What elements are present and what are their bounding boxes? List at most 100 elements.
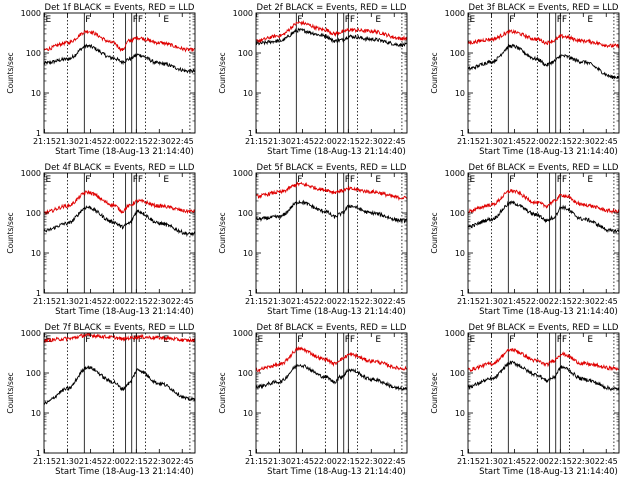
- panel-title: Det 9f BLACK = Events, RED = LLD: [469, 323, 619, 333]
- x-tick-label: 21:15: [33, 297, 56, 306]
- y-axis-label: Counts/sec: [218, 52, 227, 93]
- x-tick-label: 21:45: [503, 457, 526, 466]
- y-tick-label: 10: [455, 409, 465, 418]
- panel-title: Det 1f BLACK = Events, RED = LLD: [45, 3, 195, 13]
- panel-title: Det 5f BLACK = Events, RED = LLD: [257, 163, 407, 173]
- x-tick-label: 22:15: [125, 297, 148, 306]
- region-label: E: [375, 175, 381, 185]
- panel-title: Det 6f BLACK = Events, RED = LLD: [469, 163, 619, 173]
- detector-panel: Det 7f BLACK = Events, RED = LLD Counts/s…: [6, 323, 196, 477]
- y-tick-label: 100: [26, 369, 41, 378]
- events-series-line: [467, 43, 620, 80]
- detector-panel: Det 3f BLACK = Events, RED = LLD Counts/s…: [430, 3, 620, 157]
- region-label: E: [587, 335, 593, 345]
- region-label: FF: [133, 175, 143, 185]
- events-series-line: [467, 360, 620, 392]
- region-label: FF: [557, 175, 567, 185]
- x-tick-label: 22:15: [125, 137, 148, 146]
- detector-panel: Det 4f BLACK = Events, RED = LLD Counts/s…: [6, 163, 196, 317]
- y-axis-label: Counts/sec: [218, 372, 227, 413]
- events-series-line: [43, 205, 196, 238]
- events-series-line: [255, 27, 408, 49]
- x-tick-label: 22:45: [171, 297, 194, 306]
- x-axis-label: Start Time (18-Aug-13 21:14:40): [267, 307, 406, 317]
- x-tick-label: 21:15: [245, 137, 268, 146]
- region-label: E: [375, 335, 381, 345]
- detector-panel: Det 6f BLACK = Events, RED = LLD Counts/s…: [430, 163, 620, 317]
- x-tick-label: 22:15: [549, 457, 572, 466]
- region-label: E: [470, 335, 476, 345]
- x-tick-label: 22:30: [572, 137, 595, 146]
- y-tick-label: 1000: [233, 169, 253, 178]
- y-tick-label: 1: [248, 289, 253, 298]
- x-tick-label: 21:45: [503, 297, 526, 306]
- region-label: F: [85, 15, 90, 25]
- panel-title: Det 3f BLACK = Events, RED = LLD: [469, 3, 619, 13]
- x-tick-label: 22:00: [102, 297, 125, 306]
- region-label: E: [258, 335, 264, 345]
- lld-series-line: [43, 29, 196, 53]
- lld-series-line: [255, 19, 408, 44]
- events-series-line: [43, 43, 196, 74]
- x-axis-label: Start Time (18-Aug-13 21:14:40): [267, 467, 406, 477]
- y-axis-label: Counts/sec: [430, 52, 439, 93]
- events-series-line: [43, 365, 196, 406]
- region-label: F: [509, 335, 514, 345]
- x-tick-label: 22:00: [526, 297, 549, 306]
- plot-frame: [467, 332, 620, 454]
- x-tick-label: 22:00: [102, 137, 125, 146]
- x-tick-label: 21:30: [480, 297, 503, 306]
- lld-series-line: [43, 332, 196, 344]
- region-label: F: [509, 15, 514, 25]
- region-label: FF: [345, 335, 355, 345]
- y-tick-label: 1000: [21, 329, 41, 338]
- x-tick-label: 21:30: [268, 457, 291, 466]
- region-label: FF: [133, 335, 143, 345]
- x-tick-label: 21:15: [245, 297, 268, 306]
- lld-series-line: [467, 347, 620, 373]
- x-tick-label: 21:45: [291, 297, 314, 306]
- panel-title: Det 2f BLACK = Events, RED = LLD: [257, 3, 407, 13]
- y-tick-label: 10: [31, 409, 41, 418]
- x-tick-label: 22:45: [383, 457, 406, 466]
- x-tick-label: 22:30: [148, 297, 171, 306]
- region-label: FF: [345, 15, 355, 25]
- x-tick-label: 22:15: [125, 457, 148, 466]
- x-tick-label: 22:45: [171, 457, 194, 466]
- x-tick-label: 22:00: [102, 457, 125, 466]
- region-label: F: [297, 335, 302, 345]
- region-label: F: [85, 175, 90, 185]
- region-label: E: [375, 15, 381, 25]
- y-tick-label: 1: [36, 449, 41, 458]
- y-tick-label: 100: [238, 209, 253, 218]
- x-tick-label: 22:30: [572, 297, 595, 306]
- x-tick-label: 22:15: [337, 297, 360, 306]
- x-tick-label: 22:00: [314, 137, 337, 146]
- y-tick-label: 10: [31, 249, 41, 258]
- lld-series-line: [255, 181, 408, 201]
- y-tick-label: 100: [26, 209, 41, 218]
- y-axis-label: Counts/sec: [218, 212, 227, 253]
- region-label: E: [163, 15, 169, 25]
- y-tick-label: 100: [238, 49, 253, 58]
- x-tick-label: 21:15: [245, 457, 268, 466]
- detector-panel: Det 5f BLACK = Events, RED = LLD Counts/s…: [218, 163, 408, 317]
- region-label: FF: [557, 335, 567, 345]
- y-tick-label: 10: [455, 249, 465, 258]
- region-label: E: [163, 175, 169, 185]
- panel-title: Det 4f BLACK = Events, RED = LLD: [45, 163, 195, 173]
- y-axis-label: Counts/sec: [430, 212, 439, 253]
- plot-frame: [255, 12, 408, 134]
- y-tick-label: 1: [460, 129, 465, 138]
- x-tick-label: 22:30: [360, 137, 383, 146]
- x-tick-label: 22:15: [549, 137, 572, 146]
- x-tick-label: 21:45: [291, 457, 314, 466]
- y-tick-label: 1000: [21, 169, 41, 178]
- x-tick-label: 22:00: [314, 297, 337, 306]
- detector-panel: Det 9f BLACK = Events, RED = LLD Counts/s…: [430, 323, 620, 477]
- y-tick-label: 100: [450, 369, 465, 378]
- x-tick-label: 22:45: [595, 297, 618, 306]
- x-tick-label: 22:00: [314, 457, 337, 466]
- lld-series-line: [255, 345, 408, 373]
